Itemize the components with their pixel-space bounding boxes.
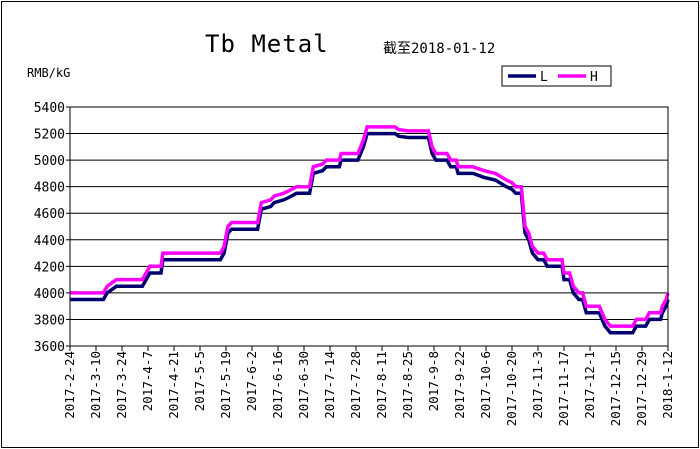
x-tick-label: 2017-8-11: [374, 351, 389, 419]
legend-box: [501, 65, 612, 87]
x-tick-label: 2017-3-24: [114, 351, 129, 419]
x-tick-label: 2017-2-24: [62, 351, 77, 419]
x-tick-label: 2017-11-3: [530, 351, 545, 419]
chart-subtitle: 截至2018-01-12: [383, 41, 496, 57]
x-tick-label: 2017-12-29: [634, 351, 649, 426]
legend-label-L: L: [540, 70, 548, 85]
x-tick-label: 2017-5-5: [192, 351, 207, 411]
plot-area-border: [69, 106, 669, 347]
y-axis-ticks: 3600 3800 4000 4200 4400 4600 4800 5000 5200 5400: [34, 101, 70, 355]
x-axis-ticks: 2017-2-24 2017-3-10 2017-3-24 2017-4-7 2017-…: [62, 346, 675, 426]
y-tick-label: 3800: [34, 313, 65, 328]
y-tick-label: 4000: [34, 287, 65, 302]
x-tick-label: 2017-7-28: [348, 351, 363, 419]
x-tick-label: 2017-5-19: [218, 351, 233, 419]
y-tick-label: 3600: [34, 340, 65, 355]
y-tick-label: 5400: [34, 101, 65, 116]
series-line-L: [70, 131, 670, 335]
x-tick-label: 2018-1-12: [660, 351, 675, 419]
x-tick-label: 2017-10-6: [478, 351, 493, 419]
y-tick-label: 5200: [34, 128, 65, 143]
legend-label-H: H: [590, 70, 598, 85]
series-lines: [70, 125, 670, 335]
chart-title: Tb Metal: [205, 30, 329, 58]
x-tick-label: 2017-9-22: [452, 351, 467, 419]
x-tick-label: 2017-11-17: [556, 351, 571, 426]
y-tick-label: 5000: [34, 154, 65, 169]
y-axis-unit-label: RMB/kG: [27, 66, 71, 80]
x-tick-label: 2017-12-1: [582, 351, 597, 419]
x-tick-label: 2017-7-14: [322, 351, 337, 419]
y-tick-label: 4800: [34, 181, 65, 196]
x-tick-label: 2017-6-2: [244, 351, 259, 411]
x-tick-label: 2017-8-25: [400, 351, 415, 419]
x-tick-label: 2017-4-21: [166, 351, 181, 419]
gridlines: [70, 106, 668, 347]
x-tick-label: 2017-4-7: [140, 351, 155, 411]
y-tick-label: 4600: [34, 207, 65, 222]
y-tick-label: 4400: [34, 234, 65, 249]
x-tick-label: 2017-10-20: [504, 351, 519, 426]
x-tick-label: 2017-9-8: [426, 351, 441, 411]
x-tick-label: 2017-6-16: [270, 351, 285, 419]
x-tick-label: 2017-12-15: [608, 351, 623, 426]
y-tick-label: 4200: [34, 260, 65, 275]
series-line-H: [70, 125, 670, 328]
x-tick-label: 2017-6-30: [296, 351, 311, 419]
x-tick-label: 2017-3-10: [88, 351, 103, 419]
